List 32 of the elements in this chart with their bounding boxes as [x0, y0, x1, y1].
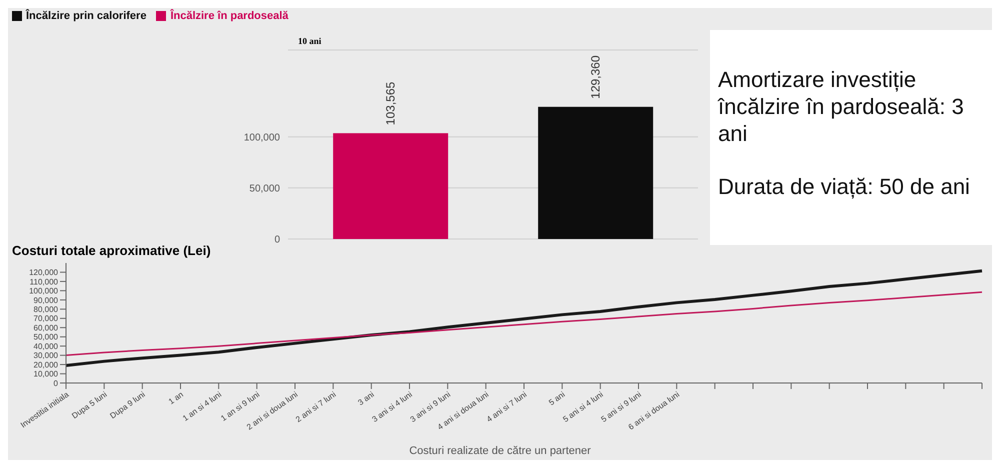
legend-label: Încălzire prin calorifere	[26, 10, 146, 22]
y-tick-label: 90,000	[34, 296, 59, 305]
y-tick-label: 80,000	[34, 304, 59, 314]
y-tick-label: 30,000	[34, 351, 59, 360]
data-label: 103,565	[384, 81, 398, 126]
x-tick-label: Dupa 5 luni	[70, 390, 109, 421]
y-tick-label: 110,000	[30, 277, 59, 286]
y-tick-label: 0	[274, 234, 280, 246]
chart-title: 10 ani	[298, 36, 322, 46]
x-tick-label: 5 ani	[547, 390, 567, 408]
x-tick-label: Dupa 9 luni	[108, 390, 147, 421]
x-tick-label: 3 ani	[356, 390, 376, 408]
x-axis-title: Costuri realizate de către un partener	[408, 445, 592, 457]
chart-title: Costuri totale aproximative (Lei)	[12, 243, 211, 258]
y-tick-label: 100,000	[244, 132, 280, 144]
y-tick-label: 10,000	[34, 370, 59, 379]
line-series	[64, 269, 984, 367]
legend-label: Încălzire în pardoseală	[170, 10, 288, 22]
data-label: 129,360	[588, 55, 603, 99]
y-tick-label: 40,000	[34, 342, 59, 351]
y-tick-label: 20,000	[34, 360, 59, 370]
x-tick-label: 1 an	[166, 390, 185, 406]
text: Amortizare investiție încălzire în pardoseală: 3 ani	[718, 66, 965, 147]
y-tick-label: 120,000	[29, 268, 59, 278]
y-tick-label: 100,000	[29, 286, 59, 296]
y-tick-label: 0	[54, 378, 59, 388]
line-series	[65, 291, 983, 356]
text: Durata de viață: 50 de ani	[718, 173, 971, 200]
y-tick-label: 70,000	[34, 314, 59, 324]
y-tick-label: 50,000	[34, 332, 59, 342]
y-tick-label: 50,000	[249, 183, 280, 194]
y-tick-label: 60,000	[34, 323, 59, 332]
